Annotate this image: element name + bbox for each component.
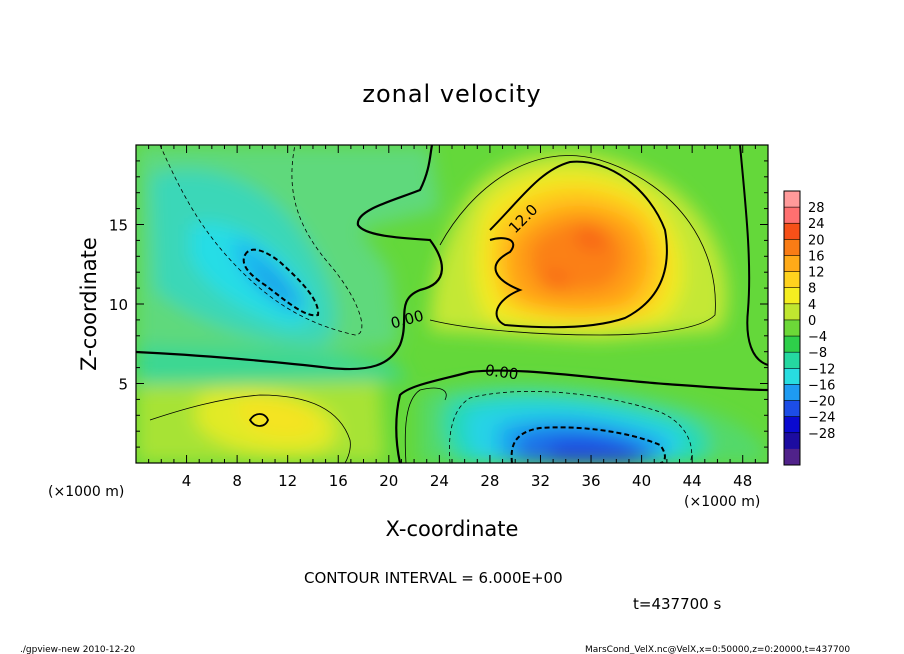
x-tick-label: 24 — [430, 472, 449, 490]
colorbar-label: −12 — [808, 362, 835, 377]
colorbar-label: 4 — [808, 298, 816, 313]
colorbar-swatch — [784, 239, 800, 256]
colorbar-swatch — [784, 271, 800, 289]
y-tick-labels: 5 10 15 — [109, 217, 128, 394]
colorbar-swatch — [784, 416, 800, 434]
footer-left: ./gpview-new 2010-12-20 — [20, 645, 135, 654]
contour-label-zero-lower: 0.00 — [484, 361, 520, 383]
colorbar-label: 16 — [808, 249, 825, 264]
colorbar-label: 0 — [808, 314, 816, 329]
colorbar-label: −16 — [808, 378, 835, 393]
colorbar-swatch — [784, 223, 800, 240]
colorbar-swatch — [784, 336, 800, 353]
colorbar-swatch — [784, 303, 800, 321]
x-axis-label: X-coordinate — [386, 517, 519, 541]
colorbar-label: 12 — [808, 266, 825, 281]
colorbar-swatch — [784, 207, 800, 224]
x-tick-label: 28 — [480, 472, 499, 490]
colorbar-swatch — [784, 400, 800, 418]
y-unit-label: (×1000 m) — [48, 484, 124, 500]
colorbar-label: 8 — [808, 282, 816, 297]
colorbar-swatch — [784, 448, 800, 466]
x-tick-label: 40 — [632, 472, 651, 490]
axis-ticks — [136, 145, 768, 463]
x-tick-label: 48 — [733, 472, 752, 490]
y-tick-label: 15 — [109, 217, 128, 235]
y-axis-label: Z-coordinate — [77, 237, 101, 371]
colorbar-label: 24 — [808, 217, 825, 232]
footer-right: MarsCond_VelX.nc@VelX,x=0:50000,z=0:2000… — [585, 645, 850, 654]
x-tick-label: 20 — [379, 472, 398, 490]
colorbar-swatch — [784, 352, 800, 369]
y-tick-label: 5 — [118, 376, 128, 394]
colorbar-label: −24 — [808, 411, 835, 426]
field — [136, 145, 768, 463]
colorbar-swatch — [784, 384, 800, 402]
colorbar-label: −20 — [808, 395, 835, 410]
plot-area — [136, 145, 768, 463]
contours — [136, 145, 768, 463]
x-tick-label: 16 — [329, 472, 348, 490]
colorbar-swatch — [784, 432, 800, 450]
x-unit-label: (×1000 m) — [684, 494, 760, 510]
colorbar-swatch — [784, 287, 800, 305]
x-tick-label: 4 — [182, 472, 192, 490]
x-tick-label: 8 — [232, 472, 242, 490]
colorbar-label: −28 — [808, 427, 835, 442]
contour-interval-text: CONTOUR INTERVAL = 6.000E+00 — [304, 569, 563, 587]
x-tick-labels: 4 8 12 16 20 24 28 32 36 40 44 48 — [182, 472, 752, 490]
chart-title: zonal velocity — [362, 80, 541, 108]
x-tick-label: 44 — [683, 472, 702, 490]
colorbar-swatch — [784, 368, 800, 385]
colorbar-label: 20 — [808, 233, 825, 248]
x-tick-label: 12 — [278, 472, 297, 490]
y-tick-label: 10 — [109, 296, 128, 314]
x-tick-label: 36 — [581, 472, 600, 490]
colorbar-label: −8 — [808, 346, 827, 361]
colorbar-swatch — [784, 191, 800, 208]
time-text: t=437700 s — [633, 595, 721, 613]
colorbar-label: −4 — [808, 330, 827, 345]
colorbar-frame — [783, 190, 801, 466]
colorbar-label: 28 — [808, 201, 825, 216]
x-tick-label: 32 — [531, 472, 550, 490]
colorbar-swatch — [784, 255, 800, 273]
colorbar-swatch — [784, 319, 800, 337]
